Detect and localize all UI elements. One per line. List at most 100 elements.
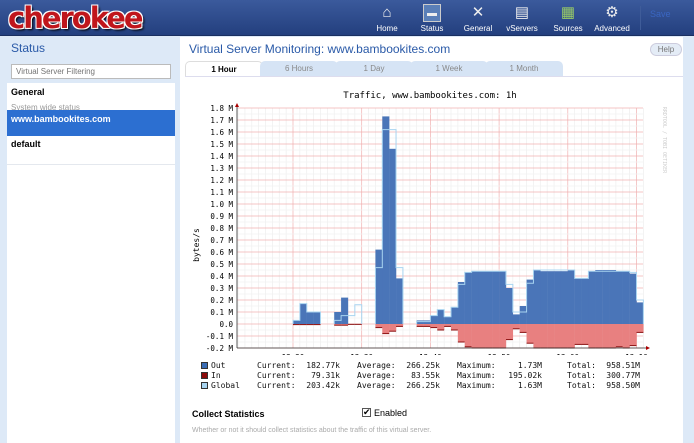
divider <box>640 6 641 30</box>
legend-swatch-in <box>201 372 208 379</box>
home-icon: ⌂ <box>382 4 392 21</box>
legend-average-value: 266.25k <box>406 361 440 370</box>
in-bar <box>471 324 479 348</box>
y-tick-label: 1.6 M <box>210 128 233 137</box>
y-tick-label: 1.1 M <box>210 188 233 197</box>
out-bar <box>334 312 342 324</box>
out-bar <box>313 312 321 324</box>
out-bar <box>430 315 438 324</box>
in-bar <box>464 324 472 347</box>
sidebar-item-bambookites[interactable]: www.bambookites.com <box>7 110 175 136</box>
y-tick-label: 0.8 M <box>210 224 233 233</box>
nav-home[interactable]: ⌂ Home <box>364 4 410 33</box>
y-axis-arrow <box>235 103 239 107</box>
nav-general[interactable]: ✕ General <box>455 4 501 33</box>
x-axis-arrow <box>646 346 650 350</box>
tab-1-month[interactable]: 1 Month <box>485 61 563 76</box>
item-sublabel: System wide status <box>11 103 80 112</box>
legend-total-value: 958.51M <box>606 361 640 370</box>
help-button[interactable]: Help <box>650 43 682 56</box>
out-bar <box>560 271 568 324</box>
sidebar-item-default[interactable]: default <box>7 139 175 165</box>
in-bar <box>396 324 404 327</box>
in-bar <box>519 324 527 333</box>
out-bar <box>588 271 596 324</box>
axes: 1.8 M 1.7 M 1.6 M 1.5 M 1.4 M 1.3 M 1.2 M 1.1 M… <box>206 103 650 355</box>
in-bar <box>423 324 431 327</box>
out-bar <box>547 271 555 324</box>
in-bar <box>451 324 459 330</box>
item-label: General <box>11 87 45 97</box>
out-bar <box>629 273 637 324</box>
y-tick-label: 1.3 M <box>210 164 233 173</box>
x-tick-label: 12:20 <box>282 353 305 355</box>
tab-divider <box>185 76 683 77</box>
out-bar <box>609 270 617 324</box>
out-bar <box>437 309 445 324</box>
legend-swatch-global <box>201 382 208 389</box>
in-bar <box>547 324 555 348</box>
tab-1-week[interactable]: 1 Week <box>410 61 488 76</box>
global-line <box>292 129 644 324</box>
y-axis-label: bytes/s <box>192 228 201 262</box>
legend-name: Global <box>211 381 240 390</box>
tools-icon: ✕ <box>471 4 485 21</box>
out-bar <box>389 148 397 324</box>
tab-6-hours[interactable]: 6 Hours <box>260 61 338 76</box>
vserver-filter-input[interactable] <box>11 64 171 79</box>
in-bar <box>533 324 541 348</box>
y-tick-label: 0.5 M <box>210 260 233 269</box>
nav-vservers[interactable]: ▤ vServers <box>499 4 545 33</box>
x-tick-label: 13:00 <box>557 353 580 355</box>
out-bar <box>615 271 623 324</box>
y-tick-label: -0.2 M <box>206 344 234 353</box>
in-bar <box>636 324 644 333</box>
out-bar <box>444 316 452 324</box>
save-button[interactable]: Save <box>650 9 671 19</box>
nav-status[interactable]: ▬ Status <box>409 4 455 33</box>
out-bar <box>416 320 424 324</box>
out-bar <box>423 320 431 324</box>
out-bar <box>581 278 589 324</box>
in-bar <box>416 324 424 327</box>
in-bar <box>334 324 342 326</box>
legend-average-label: Average: <box>357 381 396 390</box>
y-tick-label: 1.5 M <box>210 140 233 149</box>
out-bar <box>512 314 520 324</box>
out-bar <box>567 270 575 324</box>
in-bar <box>444 324 452 327</box>
legend-maximum-label: Maximum: <box>457 371 496 380</box>
collect-statistics-label: Collect Statistics <box>192 409 265 419</box>
y-tick-label: 0.7 M <box>210 236 233 245</box>
cherokee-logo[interactable]: cherokee <box>8 1 144 35</box>
y-tick-label: 0.9 M <box>210 212 233 221</box>
legend-total-label: Total: <box>567 381 596 390</box>
nav-advanced[interactable]: ⚙ Advanced <box>589 4 635 33</box>
tab-1-hour[interactable]: 1 Hour <box>185 61 263 76</box>
in-bar <box>554 324 562 348</box>
nav-label: General <box>463 24 493 33</box>
y-tick-label: 0.1 M <box>210 308 233 317</box>
chart-title: Traffic, www.bambookites.com: 1h <box>343 91 516 101</box>
sidebar-item-general[interactable]: General System wide status <box>7 87 175 115</box>
in-bar <box>485 324 493 348</box>
tab-1-day[interactable]: 1 Day <box>335 61 413 76</box>
in-bar <box>615 324 623 347</box>
out-bar <box>540 271 548 324</box>
legend-average-value: 83.55k <box>411 371 440 380</box>
y-tick-label: 0.4 M <box>210 272 233 281</box>
nav-label: Home <box>376 24 398 33</box>
in-bar <box>512 324 520 329</box>
legend-current-value: 79.31k <box>311 371 340 380</box>
out-bar <box>457 282 465 324</box>
y-tick-label: 1.0 M <box>210 200 233 209</box>
enabled-checkbox[interactable]: ✔ <box>362 407 371 417</box>
legend-name: In <box>211 371 221 380</box>
out-bar <box>341 297 349 324</box>
in-bar <box>505 324 514 340</box>
in-bar <box>389 324 397 332</box>
in-bar <box>437 324 445 330</box>
legend-total-label: Total: <box>567 361 596 370</box>
nav-label: Advanced <box>594 24 630 33</box>
nav-sources[interactable]: ▦ Sources <box>545 4 591 33</box>
